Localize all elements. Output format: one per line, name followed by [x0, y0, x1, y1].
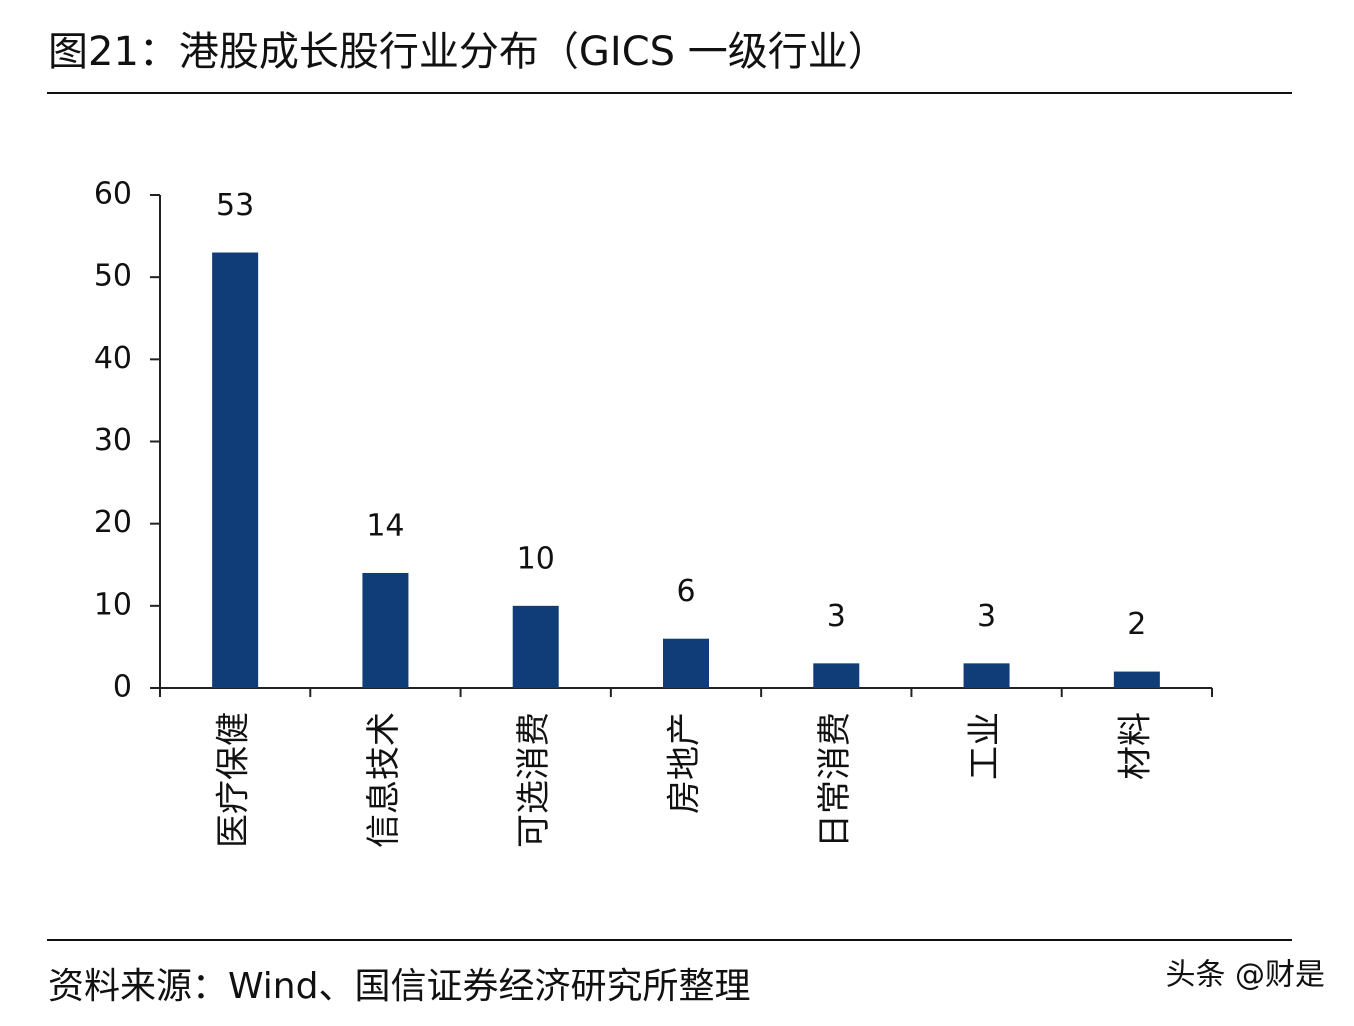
- bar: [212, 252, 259, 688]
- data-label: 3: [977, 599, 996, 634]
- data-label: 6: [676, 574, 695, 609]
- bar: [663, 638, 709, 688]
- data-label: 10: [517, 541, 555, 576]
- y-tick-label: 30: [94, 423, 132, 458]
- y-tick-label: 20: [94, 505, 132, 540]
- bar: [362, 572, 409, 688]
- y-tick-label: 0: [113, 670, 132, 705]
- data-label: 14: [366, 508, 404, 543]
- bar: [1113, 671, 1160, 688]
- x-tick-label: 医疗保健: [214, 712, 254, 848]
- source-note: 资料来源：Wind、国信证券经济研究所整理: [48, 966, 750, 1007]
- bar: [813, 663, 860, 688]
- y-tick-label: 10: [94, 587, 132, 622]
- x-tick-label: 房地产: [665, 712, 705, 814]
- chart-title: 图21：港股成长股行业分布（GICS 一级行业）: [48, 29, 888, 75]
- x-tick-label: 材料: [1115, 712, 1155, 780]
- x-tick-label: 信息技术: [364, 712, 404, 848]
- y-tick-label: 60: [94, 177, 132, 212]
- y-tick-label: 40: [94, 341, 132, 376]
- data-label: 53: [216, 188, 254, 223]
- x-tick-label: 日常消费: [815, 712, 855, 848]
- bar: [963, 663, 1010, 688]
- x-tick-label: 工业: [965, 712, 1005, 780]
- watermark: 头条 @财是: [1165, 958, 1325, 993]
- bar: [512, 605, 559, 688]
- data-label: 2: [1127, 607, 1146, 642]
- data-label: 3: [827, 599, 846, 634]
- y-tick-label: 50: [94, 259, 132, 294]
- x-tick-label: 可选消费: [514, 712, 554, 848]
